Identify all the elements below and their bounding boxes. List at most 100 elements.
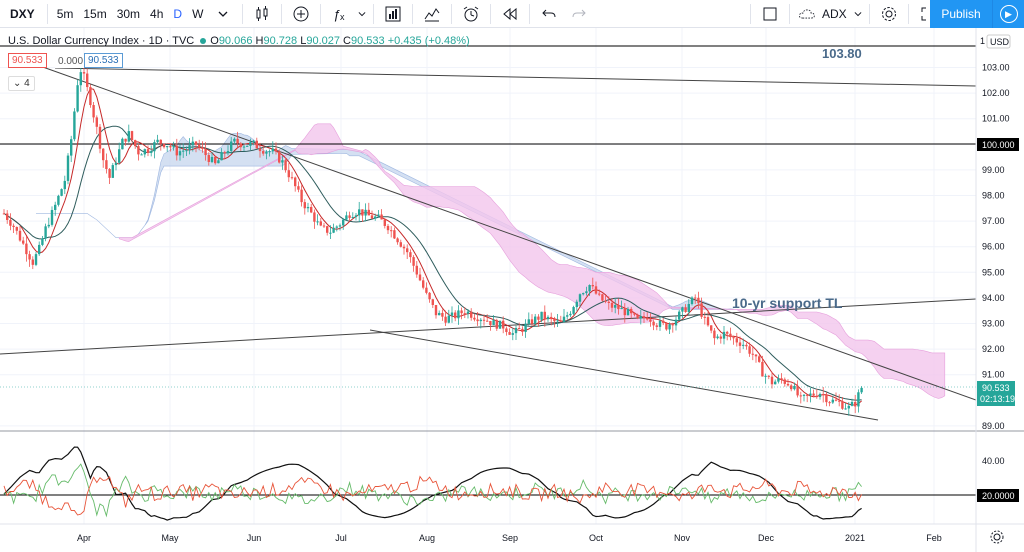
candle-body	[700, 303, 703, 317]
price-tick-label: 97.00	[982, 216, 1005, 226]
toolbar-divider	[868, 4, 870, 24]
templates-icon[interactable]	[378, 0, 408, 28]
candle-body	[300, 189, 303, 203]
candle-body	[194, 141, 198, 145]
timeframe-15m[interactable]: 15m	[83, 6, 107, 21]
candle-body	[550, 316, 553, 320]
candle-body	[489, 321, 492, 326]
timeframe-4h[interactable]: 4h	[150, 6, 164, 21]
candle-body	[524, 323, 527, 332]
timeframe-w[interactable]: W	[192, 6, 204, 21]
candle-body	[690, 297, 694, 305]
candle-body	[742, 344, 745, 346]
chart-properties-icon[interactable]	[417, 0, 447, 28]
candle-body	[761, 361, 764, 377]
redo-icon[interactable]	[564, 0, 594, 28]
candle-body	[380, 214, 383, 220]
candle-body	[572, 307, 575, 314]
indicators-dropdown-icon[interactable]	[355, 0, 369, 28]
candle-body	[34, 254, 38, 265]
candle-body	[294, 177, 297, 187]
candle-body	[425, 287, 428, 293]
publish-button[interactable]: Publish	[930, 0, 992, 28]
svg-text:x: x	[340, 12, 345, 22]
candle-body	[764, 375, 767, 377]
grid-lines	[0, 28, 976, 524]
time-tick-label: Apr	[77, 533, 91, 543]
candle-body	[476, 319, 479, 322]
settings-gear-icon[interactable]	[990, 530, 1004, 544]
time-tick-label: Jul	[335, 533, 347, 543]
candle-body	[246, 145, 249, 147]
candle-body	[444, 316, 447, 323]
undo-icon[interactable]	[534, 0, 564, 28]
candle-body	[626, 308, 630, 316]
candle-body	[569, 313, 572, 316]
timeframe-d[interactable]: D	[173, 6, 183, 21]
chart-canvas[interactable]: 103.80 10-yr support TL 103.00 102.00 101.…	[0, 28, 1024, 552]
candle-body	[345, 215, 348, 220]
candles-icon[interactable]	[247, 0, 277, 28]
timeframe-5m[interactable]: 5m	[56, 6, 74, 21]
candle-body	[754, 354, 758, 357]
currency-badge[interactable]	[986, 34, 1011, 49]
add-compare-icon[interactable]	[286, 0, 316, 28]
candle-body	[281, 160, 284, 163]
candle-body	[438, 312, 441, 316]
symbol-search-button[interactable]: DXY	[10, 6, 35, 21]
candle-body	[844, 408, 847, 410]
svg-text:ƒ: ƒ	[333, 7, 340, 22]
toolbar-divider	[907, 4, 909, 24]
bid-price-tag[interactable]: 90.533	[8, 53, 47, 68]
candle-body	[687, 304, 690, 313]
series-name[interactable]: U.S. Dollar Currency Index · 1D · TVC	[8, 35, 195, 47]
price-tick-label: 101.00	[982, 114, 1010, 124]
cloud-icon[interactable]	[794, 0, 820, 28]
current-price-badge	[977, 381, 1015, 406]
replay-icon[interactable]	[495, 0, 525, 28]
upper-trendline[interactable]	[54, 67, 976, 87]
alert-icon[interactable]	[456, 0, 486, 28]
moving-average-slow	[3, 125, 862, 401]
candle-body	[604, 300, 607, 302]
candle-body	[239, 143, 242, 148]
candle-body	[169, 146, 172, 148]
moving-average-fast	[3, 88, 862, 406]
candle-body	[204, 148, 207, 156]
toolbar-divider	[789, 4, 790, 24]
indicators-collapse-toggle[interactable]: ⌄ 4	[8, 76, 35, 91]
price-axis[interactable]: 103.00 102.00 101.00 99.00 98.00 97.00 96.00 95…	[982, 63, 1010, 431]
candle-body	[175, 145, 178, 156]
candle-body	[860, 387, 863, 393]
ask-price-tag[interactable]: 90.533	[84, 53, 123, 68]
candle-body	[284, 160, 287, 171]
candle-body	[575, 301, 578, 308]
candle-body	[457, 310, 460, 319]
descending-trendline[interactable]	[39, 65, 976, 401]
candle-body	[201, 147, 204, 149]
candle-body	[370, 215, 374, 219]
candle-body	[150, 151, 153, 153]
open-label: O	[210, 35, 219, 47]
gear-icon[interactable]	[874, 0, 904, 28]
candle-body	[82, 72, 86, 74]
candle-body	[620, 308, 623, 310]
timeframe-dropdown-icon[interactable]	[208, 0, 238, 28]
candle-body	[809, 393, 812, 396]
play-button[interactable]: ▶	[992, 0, 1024, 28]
timeframe-30m[interactable]: 30m	[116, 6, 141, 21]
layout-square-icon[interactable]	[755, 0, 785, 28]
indicator-name-button[interactable]: ADX	[822, 7, 847, 21]
candle-body	[617, 305, 620, 310]
candle-body	[774, 381, 777, 385]
candle-body	[719, 336, 722, 339]
support-trendline-10yr[interactable]	[0, 298, 976, 355]
indicator-dropdown-icon[interactable]	[851, 0, 865, 28]
candle-body	[130, 131, 134, 141]
time-axis[interactable]: Apr May Jun Jul Aug Sep Oct Nov Dec 2021 Feb	[77, 533, 942, 543]
series-legend: U.S. Dollar Currency Index · 1D · TVC O90…	[8, 35, 470, 47]
lower-channel-line[interactable]	[369, 329, 879, 421]
high-label: H	[255, 35, 264, 47]
candle-body	[415, 265, 418, 275]
